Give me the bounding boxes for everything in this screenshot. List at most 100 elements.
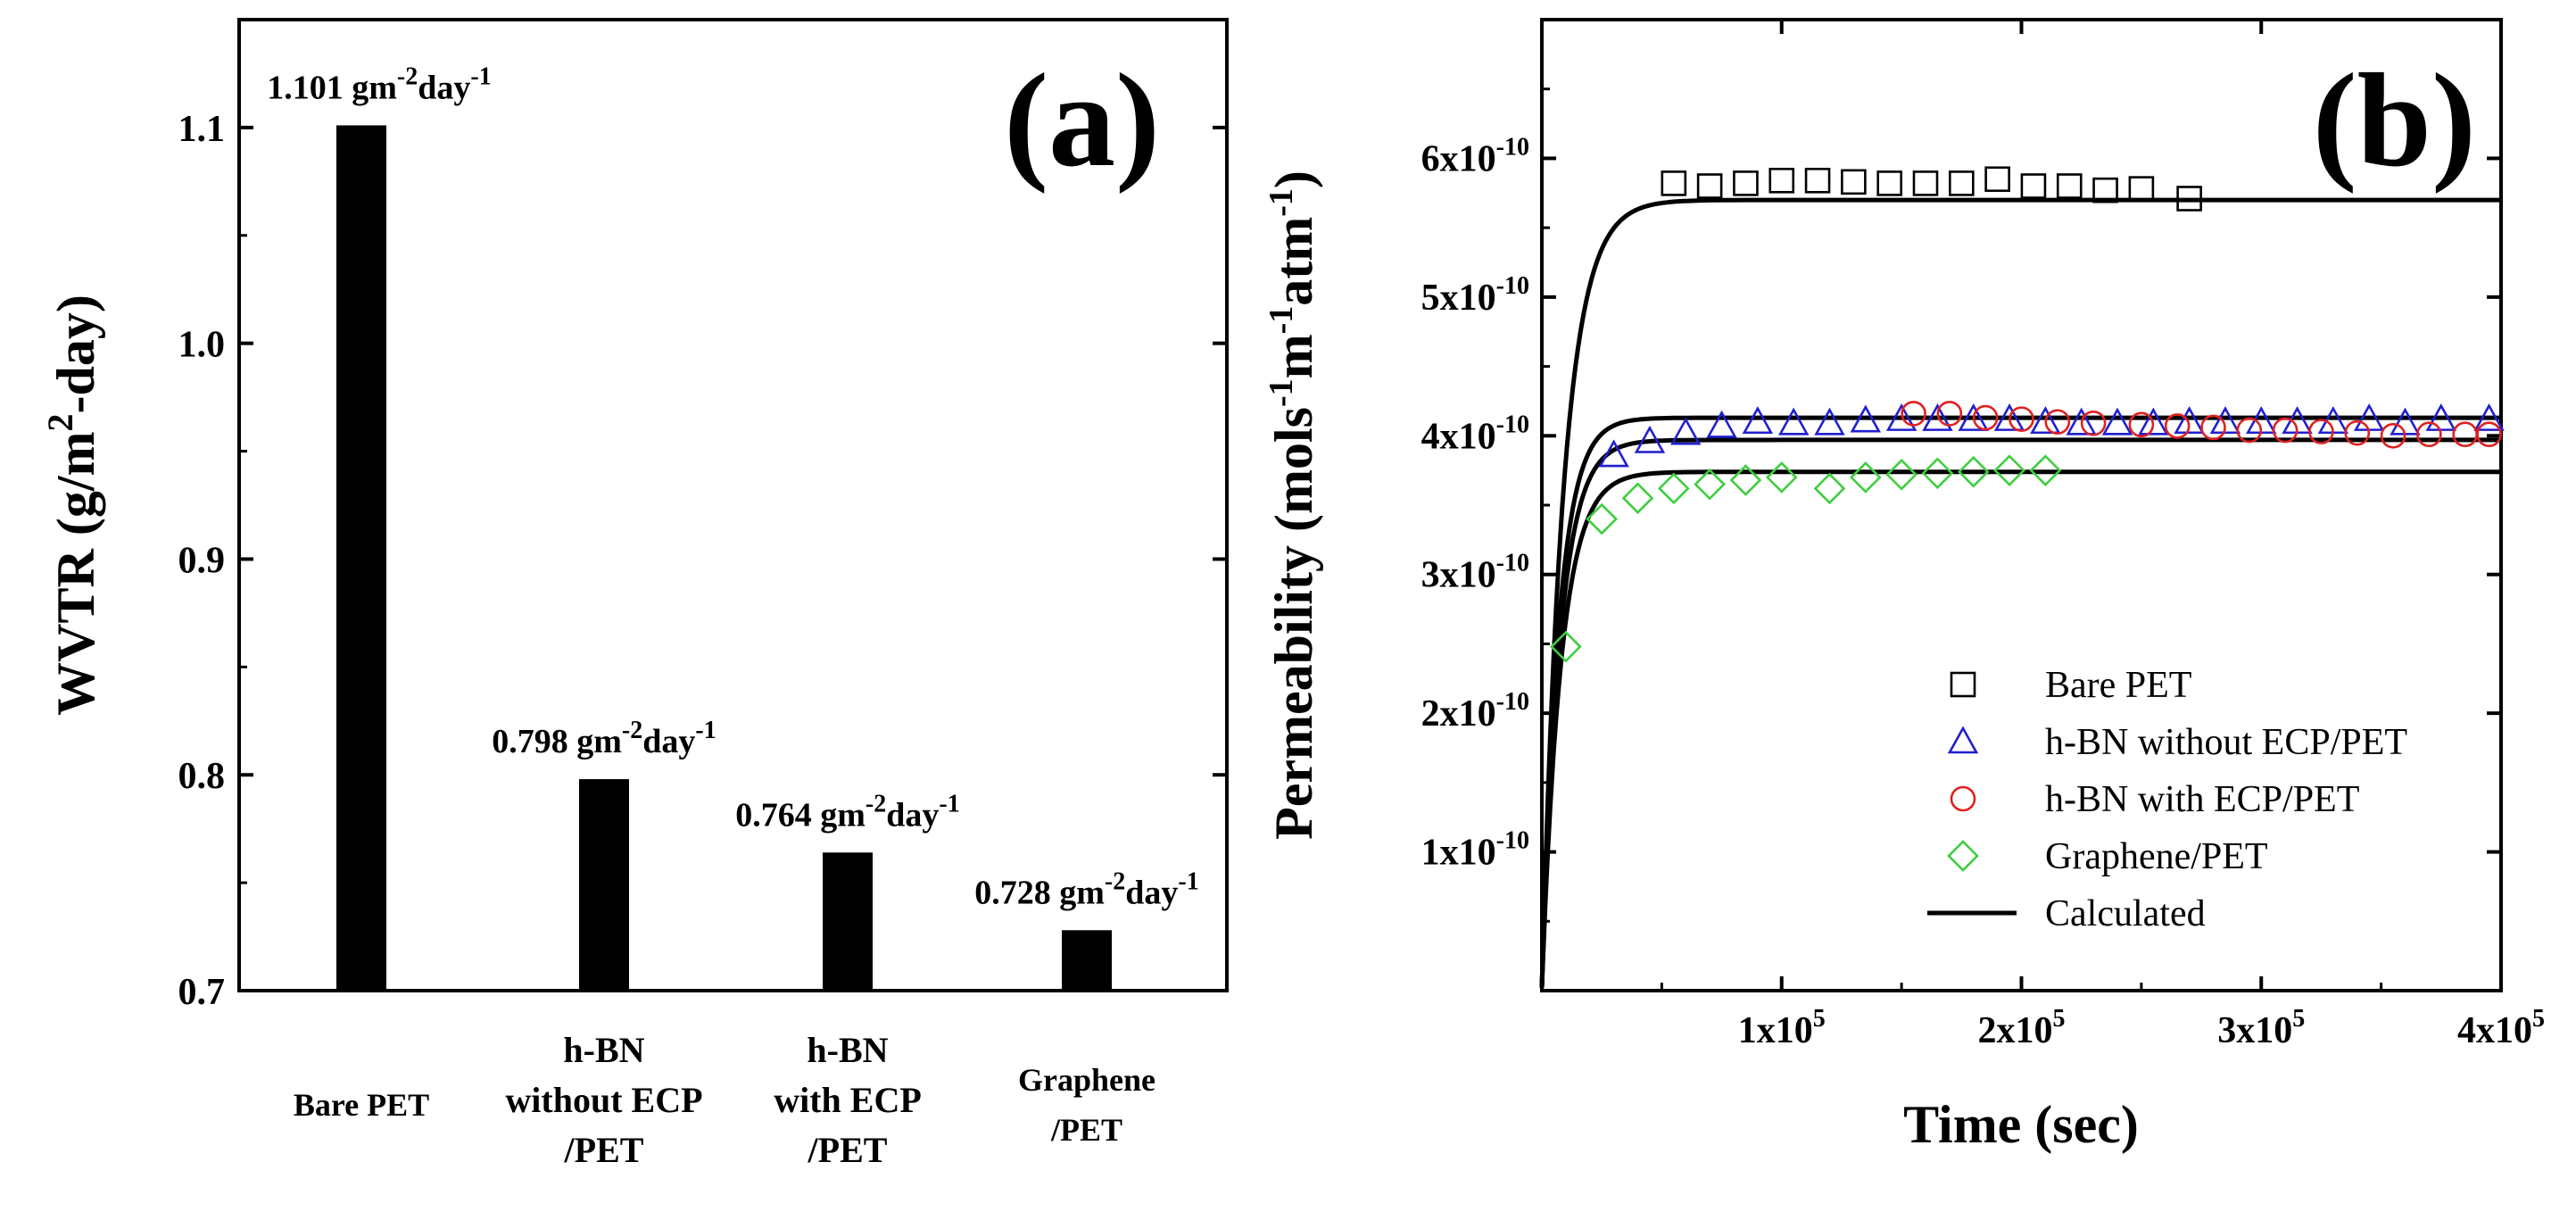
y-tick-base: 5x10 [1421, 278, 1496, 319]
calculated-curve [1539, 437, 2501, 988]
bar-data-label: 0.798 gm-2day-1 [492, 717, 716, 760]
data-label-sup: -1 [695, 717, 716, 744]
data-point-triangle [1742, 406, 1774, 435]
y-tick-label: 3x10-10 [1421, 550, 1529, 596]
y-tick-label: 1.0 [178, 325, 226, 366]
data-point-triangle [1958, 403, 1989, 431]
data-label-sup: -1 [1178, 867, 1198, 895]
y-tick-label: 1.1 [178, 109, 226, 150]
data-point-circle [2009, 406, 2034, 432]
data-point-circle [2308, 419, 2334, 444]
data-point-triangle [2425, 403, 2457, 431]
data-point-circle [2200, 414, 2226, 441]
data-point-diamond [1765, 461, 1798, 494]
data-point-triangle [1922, 403, 1953, 431]
bar [336, 125, 386, 991]
data-point-circle [2344, 419, 2371, 446]
panel-a-category-labels: Bare PET h-BN without ECP/PET h-BN with ECP /… [294, 1030, 1155, 1170]
data-point-diamond [1550, 630, 1582, 663]
category-label: Graphene [1018, 1062, 1155, 1098]
data-point-circle [2272, 417, 2299, 444]
data-point-triangle [2473, 403, 2505, 431]
data-label-sup: -2 [1105, 867, 1125, 895]
panel-a-data-labels: 1.101 gm-2day-10.798 gm-2day-10.764 gm-2… [267, 62, 1198, 911]
data-label-sup: -1 [939, 790, 959, 817]
data-point-diamond [1586, 502, 1619, 535]
data-label-value: 0.798 gm [492, 723, 622, 760]
y-tick-exp: -10 [1496, 688, 1529, 716]
x-tick-exp: 5 [2532, 1005, 2545, 1033]
bar-data-label: 1.101 gm-2day-1 [267, 62, 491, 106]
category-label: /PET [564, 1130, 644, 1170]
data-point-square [2056, 173, 2083, 199]
panel-b-tag: (b) [2313, 46, 2476, 195]
x-tick-base: 2x10 [1978, 1010, 2053, 1051]
panel-b-x-axis-title: Time (sec) [1903, 1095, 2139, 1154]
data-point-triangle [1634, 425, 1666, 453]
panel-a-y-axis-title: WVTR (g/m2-day) [40, 295, 105, 716]
data-point-diamond [1813, 472, 1846, 505]
category-label: with ECP [774, 1080, 922, 1120]
data-point-square [1841, 169, 1867, 195]
panel-a-plot-frame [237, 18, 1229, 992]
legend-label: h-BN with ECP/PET [2045, 779, 2359, 820]
panel-a-bars [336, 125, 1112, 991]
data-point-triangle [2030, 406, 2061, 435]
x-tick-label: 2x105 [1978, 1005, 2066, 1051]
data-label-unit: day [642, 723, 695, 760]
y-tick-label: 2x10-10 [1421, 688, 1529, 734]
y-tick-base: 4x10 [1421, 416, 1496, 457]
data-point-triangle [1885, 403, 1918, 431]
category-label: Bare PET [294, 1087, 429, 1123]
data-label-value: 1.101 gm [267, 69, 397, 106]
bar [579, 779, 629, 991]
panel-a-y-ticks: 0.7 0.8 0.9 1.0 1.1 [178, 109, 1227, 1013]
y-tick-label: 4x10-10 [1421, 411, 1529, 457]
x-tick-label: 4x105 [2457, 1005, 2545, 1051]
data-point-square [1696, 173, 1723, 199]
category-label: /PET [808, 1130, 888, 1170]
data-point-triangle [1850, 404, 1882, 433]
data-label-unit: day [418, 69, 470, 106]
data-point-diamond [1957, 455, 1990, 488]
bar [1062, 930, 1112, 991]
y-tick-label: 0.8 [178, 756, 226, 797]
legend-label: h-BN without ECP/PET [2045, 722, 2407, 763]
panel-b-calculated-curves [1539, 197, 2501, 989]
data-point-square [2128, 176, 2155, 202]
data-point-circle [2452, 421, 2478, 448]
data-point-triangle [1670, 417, 1702, 445]
data-point-diamond [1885, 458, 1918, 491]
legend-label: Bare PET [2045, 665, 2191, 706]
panel-a-tag: (a) [1004, 46, 1160, 195]
y-tick-base: 1x10 [1421, 833, 1496, 874]
legend: Bare PET h-BN without ECP/PET h-BN with EC… [1927, 665, 2407, 934]
calculated-curve [1539, 197, 2501, 988]
data-point-circle [2044, 409, 2071, 436]
data-point-triangle [1814, 407, 1845, 436]
data-point-square [1661, 170, 1687, 196]
y-tick-exp: -10 [1496, 272, 1529, 300]
data-point-triangle [2101, 407, 2133, 436]
data-point-triangle [2390, 407, 2421, 436]
panel-b-y-axis-title: Permeability (mols-1m-1atm-1) [1263, 170, 1323, 840]
data-point-triangle [1706, 410, 1737, 438]
data-point-diamond [1849, 461, 1882, 494]
data-point-triangle [1947, 726, 1979, 754]
data-point-square [1804, 167, 1831, 194]
data-point-square [1950, 671, 1976, 698]
category-label: h-BN [563, 1030, 644, 1070]
data-point-square [2020, 173, 2047, 199]
data-point-diamond [1621, 482, 1654, 515]
data-point-square [2176, 186, 2202, 212]
data-point-triangle [1598, 439, 1629, 468]
data-label-unit: day [1125, 874, 1178, 911]
y-tick-label: 0.7 [178, 972, 226, 1013]
x-tick-exp: 5 [1813, 1005, 1826, 1033]
data-point-circle [2080, 410, 2107, 436]
data-label-sup: -2 [622, 717, 642, 744]
x-tick-base: 3x10 [2217, 1010, 2292, 1051]
data-point-diamond [1694, 468, 1726, 501]
legend-label: Graphene/PET [2045, 836, 2268, 877]
